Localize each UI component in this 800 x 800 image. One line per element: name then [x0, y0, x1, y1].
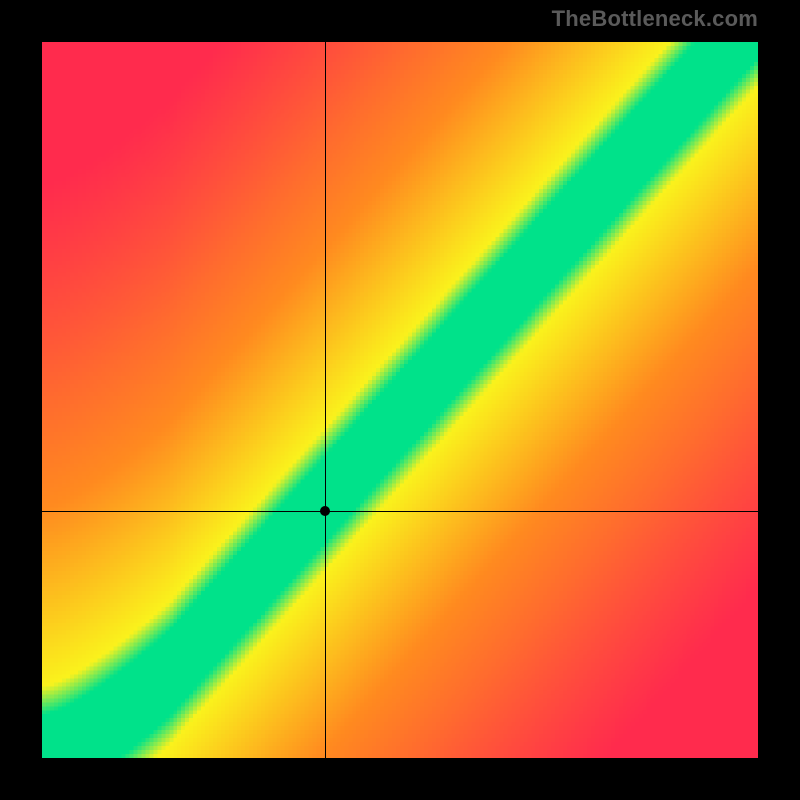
crosshair-vertical [325, 42, 326, 758]
heatmap-canvas [42, 42, 758, 758]
chart-outer-frame: TheBottleneck.com [0, 0, 800, 800]
marker-dot [320, 506, 330, 516]
heatmap-plot [42, 42, 758, 758]
watermark-text: TheBottleneck.com [552, 6, 758, 32]
crosshair-horizontal [42, 511, 758, 512]
